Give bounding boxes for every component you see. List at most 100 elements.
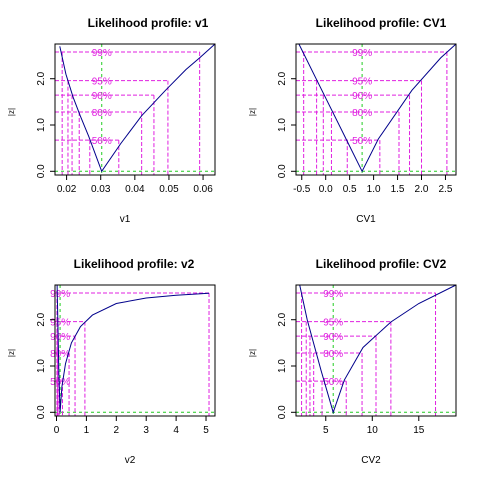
y-axis-label: |z| <box>7 108 16 116</box>
x-tick-label: 0 <box>54 425 60 436</box>
x-tick-label: 1 <box>84 425 90 436</box>
conf-label: 95% <box>50 318 70 329</box>
conf-level-90: 90% <box>55 91 155 175</box>
x-tick-label: 2.0 <box>415 184 429 195</box>
conf-level-50: 50% <box>296 377 347 416</box>
conf-level-95: 95% <box>296 318 392 416</box>
x-tick-label: 10 <box>367 425 379 436</box>
y-tick-label: 2.0 <box>36 71 47 85</box>
x-tick-label: 5 <box>323 425 329 436</box>
plot-area: 99% 95% 90% 80% 50% <box>55 43 216 175</box>
y-axis: 0.0 1.0 2.0 <box>36 312 55 419</box>
conf-label: 90% <box>50 332 70 343</box>
panel-cv2: Likelihood profile: CV2 CV2 |z| 99% 95% 90… <box>248 257 457 466</box>
conf-level-99: 99% <box>296 289 437 416</box>
chart-title: Likelihood profile: CV1 <box>316 16 447 30</box>
x-tick-label: 0.04 <box>125 184 145 195</box>
y-axis-label: |z| <box>248 349 257 357</box>
y-tick-label: 0.0 <box>36 164 47 178</box>
profile-curve <box>56 284 210 413</box>
conf-label: 99% <box>352 48 372 59</box>
y-tick-label: 2.0 <box>277 71 288 85</box>
conf-level-80: 80% <box>296 108 400 175</box>
y-tick-label: 1.0 <box>36 118 47 132</box>
x-tick-label: 0.06 <box>193 184 213 195</box>
conf-level-80: 80% <box>296 349 363 416</box>
y-axis: 0.0 1.0 2.0 <box>36 71 55 178</box>
y-axis-label: |z| <box>248 108 257 116</box>
x-tick-label: 0.03 <box>91 184 111 195</box>
conf-label: 90% <box>92 91 112 102</box>
y-tick-label: 2.0 <box>277 312 288 326</box>
x-tick-label: 2 <box>114 425 120 436</box>
x-tick-label: -0.5 <box>293 184 311 195</box>
conf-level-80: 80% <box>55 108 143 175</box>
y-tick-label: 1.0 <box>277 359 288 373</box>
panel-v1: Likelihood profile: v1 v1 |z| 99% 95% 90% 8… <box>7 16 216 225</box>
conf-level-90: 90% <box>296 91 411 175</box>
conf-label: 50% <box>323 377 343 388</box>
chart-title: Likelihood profile: v2 <box>74 257 195 271</box>
y-axis: 0.0 1.0 2.0 <box>277 71 296 178</box>
conf-label: 99% <box>50 289 70 300</box>
panel-cv1: Likelihood profile: CV1 CV1 |z| 99% 95% 90… <box>248 16 457 225</box>
profile-curve <box>299 284 457 414</box>
conf-level-90: 90% <box>296 332 377 416</box>
plot-area: 99% 95% 90% 80% 50% <box>296 43 457 175</box>
panel-v2: Likelihood profile: v2 v2 |z| 99% 95% 90% 8… <box>7 257 216 466</box>
conf-level-50: 50% <box>296 136 381 175</box>
y-tick-label: 1.0 <box>36 359 47 373</box>
chart-title: Likelihood profile: v1 <box>88 16 209 30</box>
x-axis: 0.02 0.03 0.04 0.05 0.06 <box>57 175 213 195</box>
x-tick-label: 1.0 <box>367 184 381 195</box>
conf-label: 50% <box>50 377 70 388</box>
conf-label: 95% <box>92 77 112 88</box>
conf-level-99: 99% <box>55 48 201 175</box>
profile-curve <box>59 43 216 173</box>
x-tick-label: 15 <box>413 425 425 436</box>
conf-label: 90% <box>352 91 372 102</box>
conf-label: 80% <box>50 349 70 360</box>
x-axis: -0.5 0.0 0.5 1.0 1.5 2.0 2.5 <box>293 175 453 195</box>
y-tick-label: 2.0 <box>36 312 47 326</box>
conf-label: 95% <box>352 77 372 88</box>
x-tick-label: 5 <box>203 425 209 436</box>
conf-label: 90% <box>323 332 343 343</box>
conf-label: 50% <box>92 136 112 147</box>
profile-curve <box>298 43 457 173</box>
plot-area: 99% 95% 90% 80% 50% <box>50 284 215 416</box>
x-axis: 5 10 15 <box>323 416 425 436</box>
chart-title: Likelihood profile: CV2 <box>316 257 447 271</box>
plot-frame <box>54 284 216 417</box>
x-axis-label: v1 <box>120 214 131 225</box>
x-tick-label: 0.5 <box>343 184 357 195</box>
plot-frame <box>295 43 457 176</box>
plot-frame <box>295 284 457 417</box>
x-tick-label: 0.0 <box>319 184 333 195</box>
x-axis-label: CV2 <box>361 455 381 466</box>
conf-label: 99% <box>92 48 112 59</box>
conf-level-80: 80% <box>50 349 70 416</box>
x-tick-label: 2.5 <box>439 184 453 195</box>
y-tick-label: 0.0 <box>277 164 288 178</box>
y-tick-label: 1.0 <box>277 118 288 132</box>
x-tick-label: 1.5 <box>391 184 405 195</box>
x-tick-label: 3 <box>143 425 149 436</box>
y-tick-label: 0.0 <box>277 405 288 419</box>
x-axis-label: v2 <box>125 455 136 466</box>
y-axis: 0.0 1.0 2.0 <box>277 312 296 419</box>
conf-label: 80% <box>352 108 372 119</box>
y-axis-label: |z| <box>7 349 16 357</box>
conf-label: 50% <box>352 136 372 147</box>
conf-level-50: 50% <box>55 136 120 175</box>
conf-level-95: 95% <box>55 77 169 175</box>
x-tick-label: 4 <box>173 425 179 436</box>
conf-label: 99% <box>323 289 343 300</box>
x-tick-label: 0.05 <box>159 184 179 195</box>
conf-label: 80% <box>323 349 343 360</box>
x-tick-label: 0.02 <box>57 184 77 195</box>
conf-label: 80% <box>92 108 112 119</box>
conf-level-99: 99% <box>50 289 210 416</box>
conf-level-99: 99% <box>296 48 448 175</box>
